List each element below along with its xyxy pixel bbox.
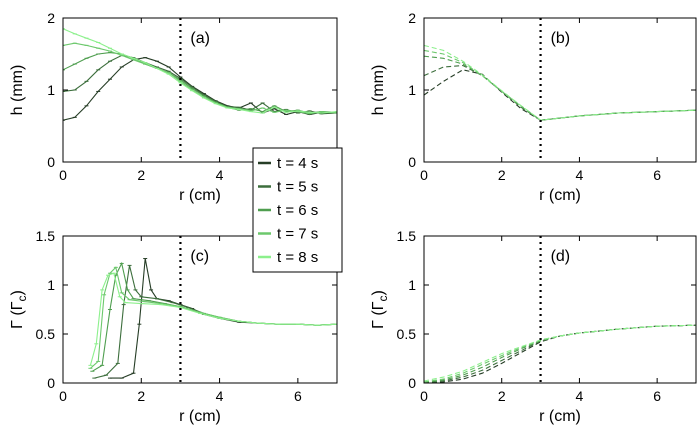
panel-a-x-tick-label: 0: [59, 167, 67, 183]
panel-d: 0 2 4 6 0 0.5 1 1.5 r (cm) Γ (Γc) (d): [370, 228, 697, 425]
panel-d-y-tick-label: 1: [408, 277, 416, 293]
panel-c-y-axis-label: Γ (Γc): [9, 290, 29, 329]
panel-c-y-tick-label: 1.5: [36, 228, 56, 244]
panel-c-series-5: [89, 272, 337, 366]
panel-a-y-tick-label: 0: [47, 154, 55, 170]
panel-c-frame: [62, 235, 338, 384]
legend-entry-5: t = 8 s: [277, 249, 318, 266]
panel-a-y-tick-label: 2: [47, 10, 55, 26]
legend-entry-3: t = 6 s: [277, 202, 318, 219]
panel-c-x-axis-label: r (cm): [179, 408, 221, 425]
panel-a-series-3: [63, 52, 337, 114]
panel-b-y-tick-label: 0: [408, 154, 416, 170]
panel-c-x-tick-label: 0: [59, 388, 67, 404]
panel-a-x-tick-label: 2: [137, 167, 145, 183]
panel-b-x-tick-label: 6: [653, 167, 661, 183]
panel-d-x-axis-label: r (cm): [539, 408, 581, 425]
panel-b-series-4: [424, 49, 696, 121]
panel-c-x-tick-label: 2: [137, 388, 145, 404]
panel-c: 0 2 4 6 0 0.5 1 1.5 r (cm) Γ (Γc) (c): [9, 228, 338, 425]
panel-d-x-tick-label: 2: [498, 388, 506, 404]
panel-d-x-tick-label: 6: [653, 388, 661, 404]
legend: t = 4 s t = 5 s t = 6 s t = 7 s t = 8 s: [252, 147, 343, 273]
panel-c-y-tick-label: 0.5: [36, 326, 56, 342]
panel-b-x-tick-label: 0: [420, 167, 428, 183]
panel-b-tag: (b): [551, 30, 571, 47]
panel-a-tag: (a): [190, 30, 210, 47]
panel-d-x-tick-label: 4: [576, 388, 584, 404]
legend-entry-1: t = 4 s: [277, 155, 318, 172]
panel-a: 0 2 4 0 1 2 r (cm) h (mm) (a): [9, 10, 338, 204]
panel-a-y-tick-label: 1: [47, 82, 55, 98]
panel-b-y-axis-label: h (mm): [370, 65, 387, 116]
panel-a-x-tick-label: 4: [216, 167, 224, 183]
panel-c-y-tick-label: 0: [47, 375, 55, 391]
panel-b-x-axis-label: r (cm): [539, 187, 581, 204]
panel-c-series-2: [94, 265, 337, 379]
panel-d-y-tick-label: 0: [408, 375, 416, 391]
panel-b-series-3: [424, 55, 696, 121]
legend-entry-4: t = 7 s: [277, 226, 318, 243]
panel-d-tag: (d): [551, 248, 571, 265]
panel-b-series-1: [424, 69, 696, 121]
panel-d-frame: [423, 235, 697, 384]
panel-b: 0 2 4 6 0 1 2 r (cm) h (mm) (b): [370, 10, 697, 204]
panel-d-series-5: [424, 324, 696, 382]
panel-b-x-tick-label: 4: [576, 167, 584, 183]
panel-c-x-tick-label: 6: [294, 388, 302, 404]
panel-d-y-axis-label: Γ (Γc): [370, 290, 390, 329]
panel-b-series-5: [424, 44, 696, 121]
legend-entry-2: t = 5 s: [277, 179, 318, 196]
panel-d-plot-area: [424, 324, 696, 383]
panel-d-x-tick-label: 0: [420, 388, 428, 404]
panel-d-y-tick-label: 0.5: [397, 326, 417, 342]
panel-d-series-3: [424, 324, 696, 383]
panel-b-x-tick-label: 2: [498, 167, 506, 183]
panel-b-plot-area: [424, 44, 696, 121]
panel-a-y-axis-label: h (mm): [9, 65, 26, 116]
panel-c-plot-area: [88, 258, 337, 379]
panel-d-y-tick-label: 1.5: [397, 228, 417, 244]
panel-b-y-tick-label: 1: [408, 82, 416, 98]
panel-c-y-tick-label: 1: [47, 277, 55, 293]
panel-c-tag: (c): [190, 248, 209, 265]
panel-b-y-tick-label: 2: [408, 10, 416, 26]
panel-d-series-4: [424, 324, 696, 383]
panel-a-x-axis-label: r (cm): [179, 187, 221, 204]
panel-c-x-tick-label: 4: [216, 388, 224, 404]
panel-a-plot-area: [63, 28, 337, 121]
